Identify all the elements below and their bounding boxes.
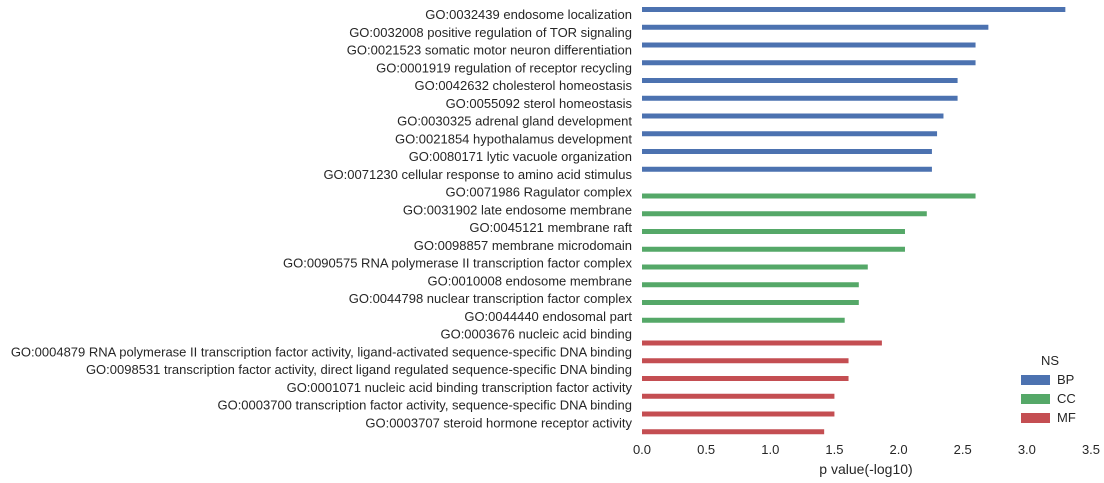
x-axis: 0.0 0.5 1.0 1.5 2.0 2.5 3.0 3.5	[633, 442, 1100, 457]
category-label: GO:0031902 late endosome membrane	[403, 202, 632, 217]
legend-label-cc: CC	[1057, 391, 1076, 406]
category-label: GO:0098857 membrane microdomain	[414, 238, 632, 253]
legend-label-mf: MF	[1057, 410, 1076, 425]
bar-mf	[642, 411, 835, 417]
bar-cc	[642, 193, 976, 199]
bar-mf	[642, 340, 882, 346]
bar-mf	[642, 393, 835, 399]
bar-bp	[642, 113, 944, 119]
legend-title: NS	[1041, 353, 1059, 368]
bar-cc	[642, 300, 859, 305]
bar-mf	[642, 376, 849, 381]
category-label: GO:0042632 cholesterol homeostasis	[414, 78, 632, 93]
x-tick-label: 2.0	[890, 442, 908, 457]
x-tick-label: 1.5	[825, 442, 843, 457]
category-label: GO:0045121 membrane raft	[469, 220, 632, 235]
legend-swatch-mf	[1021, 413, 1050, 423]
category-label: GO:0071986 Ragulator complex	[446, 185, 633, 200]
category-labels: GO:0032439 endosome localization GO:00320…	[11, 7, 633, 430]
x-axis-label: p value(-log10)	[819, 461, 912, 477]
bars-layer	[642, 7, 1066, 435]
bar-cc	[642, 246, 905, 252]
category-label: GO:0044798 nuclear transcription factor …	[349, 291, 633, 306]
category-label: GO:0032439 endosome localization	[425, 7, 632, 22]
bar-bp	[642, 78, 958, 83]
category-label: GO:0021854 hypothalamus development	[395, 131, 632, 146]
bar-bp	[642, 7, 1066, 12]
legend-swatch-bp	[1021, 375, 1050, 385]
bar-bp	[642, 24, 989, 30]
x-tick-label: 3.0	[1018, 442, 1036, 457]
bar-cc	[642, 264, 868, 270]
category-label: GO:0055092 sterol homeostasis	[446, 96, 633, 111]
category-label: GO:0021523 somatic motor neuron differen…	[347, 43, 632, 58]
bar-bp	[642, 42, 976, 48]
category-label: GO:0044440 endosomal part	[464, 309, 632, 324]
category-label: GO:0003700 transcription factor activity…	[217, 398, 632, 413]
category-label: GO:0001071 nucleic acid binding transcri…	[287, 380, 633, 395]
x-tick-label: 0.5	[697, 442, 715, 457]
bar-cc	[642, 211, 927, 217]
legend-label-bp: BP	[1057, 372, 1074, 387]
bar-cc	[642, 317, 845, 323]
bar-mf	[642, 429, 825, 435]
legend: NS BP CC MF	[1021, 353, 1076, 425]
category-label: GO:0032008 positive regulation of TOR si…	[349, 25, 632, 40]
category-label: GO:0071230 cellular response to amino ac…	[323, 167, 632, 182]
bar-bp	[642, 95, 958, 101]
bar-cc	[642, 229, 905, 234]
category-label: GO:0090575 RNA polymerase II transcripti…	[283, 256, 632, 271]
legend-swatch-cc	[1021, 394, 1050, 404]
bar-bp	[642, 60, 976, 66]
bar-bp	[642, 166, 932, 172]
category-label: GO:0080171 lytic vacuole organization	[409, 149, 632, 164]
bar-bp	[642, 149, 932, 154]
x-tick-label: 0.0	[633, 442, 651, 457]
category-label: GO:0003707 steroid hormone receptor acti…	[365, 415, 632, 430]
category-label: GO:0098531 transcription factor activity…	[86, 362, 632, 377]
category-label: GO:0030325 adrenal gland development	[397, 114, 632, 129]
x-tick-label: 1.0	[761, 442, 779, 457]
bar-mf	[642, 358, 849, 364]
x-tick-label: 2.5	[954, 442, 972, 457]
category-label: GO:0001919 regulation of receptor recycl…	[376, 60, 632, 75]
category-label: GO:0003676 nucleic acid binding	[440, 327, 632, 342]
category-label: GO:0004879 RNA polymerase II transcripti…	[11, 344, 632, 359]
bar-cc	[642, 282, 859, 288]
bar-bp	[642, 131, 938, 137]
category-label: GO:0010008 endosome membrane	[427, 273, 632, 288]
x-tick-label: 3.5	[1082, 442, 1100, 457]
